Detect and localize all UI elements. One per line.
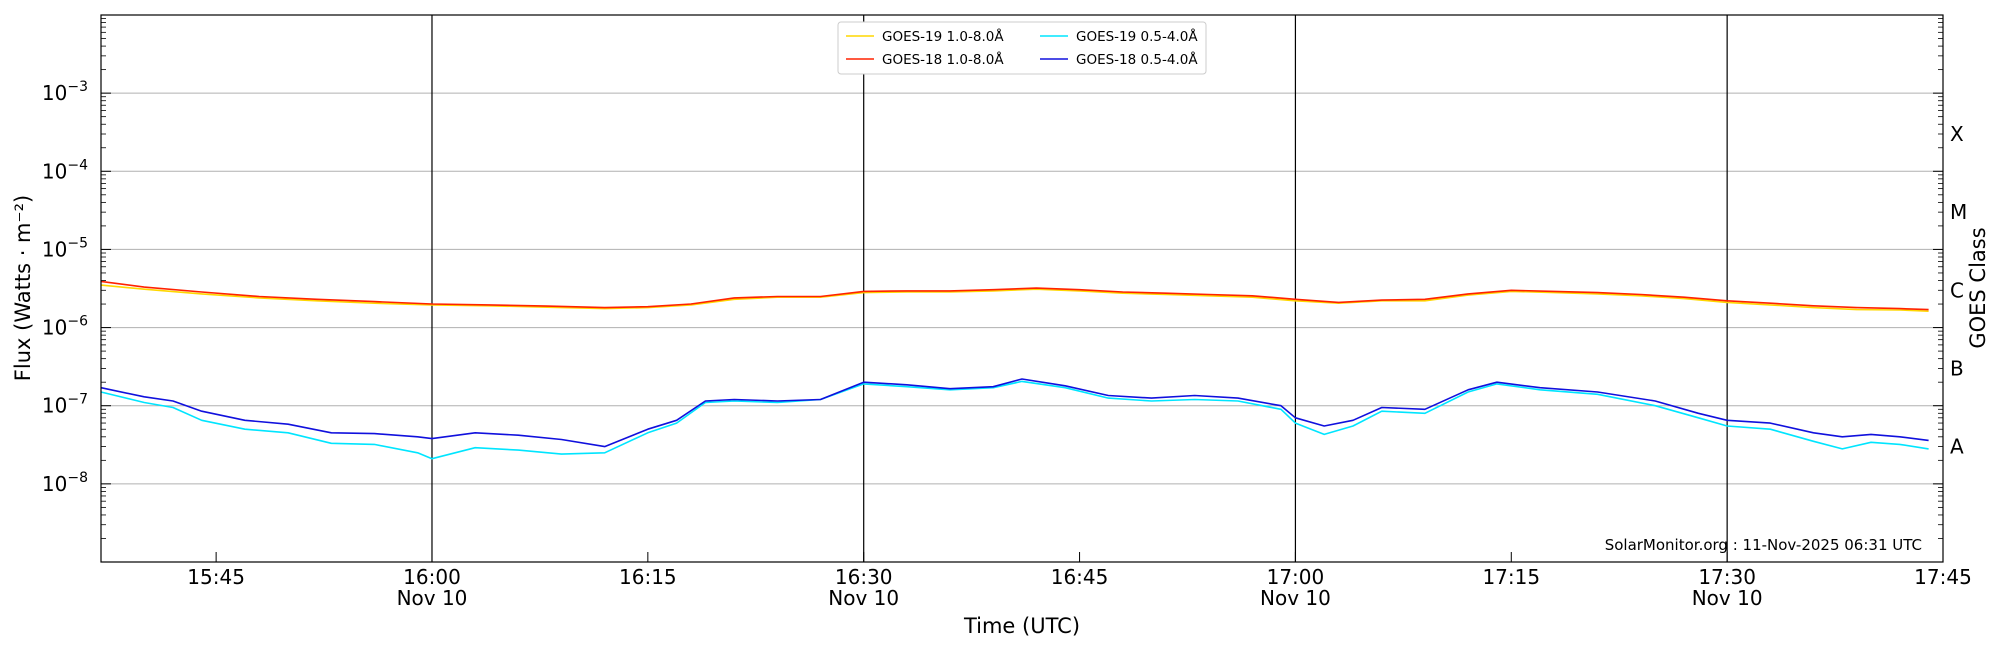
goes-class-label: X — [1950, 122, 1964, 146]
goes-class-label: C — [1950, 278, 1964, 302]
y-tick-label: 10−4 — [42, 157, 88, 183]
tick-layer — [101, 18, 1944, 562]
x-tick-label: 16:15 — [619, 565, 677, 589]
y-tick-label: 10−7 — [42, 392, 88, 418]
y2-axis-label: GOES Class — [1966, 227, 1990, 348]
legend-box — [837, 21, 1207, 75]
x-tick-date-label: Nov 10 — [1260, 586, 1331, 610]
y-tick-label: 10−6 — [42, 314, 88, 340]
x-tick-label: 17:15 — [1482, 565, 1540, 589]
series-line — [100, 380, 1929, 460]
series-line — [100, 284, 1929, 312]
goes-class-label: M — [1950, 200, 1967, 224]
x-tick-label: 17:00 — [1267, 565, 1325, 589]
x-tick-date-label: Nov 10 — [1692, 586, 1763, 610]
series-line — [100, 378, 1929, 448]
series-layer — [100, 280, 1929, 460]
legend: GOES-19 1.0-8.0Å GOES-18 1.0-8.0Å GOES-19 … — [837, 21, 1207, 75]
x-tick-label: 17:30 — [1698, 565, 1756, 589]
x-axis-label: Time (UTC) — [963, 614, 1080, 638]
x-tick-label: 17:45 — [1914, 565, 1972, 589]
legend-label: GOES-18 0.5-4.0Å — [1076, 51, 1198, 68]
x-tick-label: 16:30 — [835, 565, 893, 589]
legend-label: GOES-18 1.0-8.0Å — [882, 51, 1004, 68]
series-line — [100, 280, 1929, 311]
x-tick-label: 16:45 — [1051, 565, 1109, 589]
y-tick-label: 10−8 — [42, 470, 88, 496]
legend-label: GOES-19 1.0-8.0Å — [882, 28, 1004, 45]
y-tick-label: 10−3 — [42, 79, 88, 105]
goes-class-label: A — [1950, 435, 1964, 459]
goes-class-label: B — [1950, 356, 1964, 380]
grid-layer — [101, 92, 1943, 485]
x-tick-label: 15:45 — [187, 565, 245, 589]
x-tick-date-label: Nov 10 — [397, 586, 468, 610]
plot-frame — [100, 14, 1944, 563]
x-tick-date-label: Nov 10 — [828, 586, 899, 610]
y-axis-label: Flux (Watts · m⁻²) — [11, 195, 35, 381]
x-tick-label: 16:00 — [403, 565, 461, 589]
legend-label: GOES-19 0.5-4.0Å — [1076, 28, 1198, 45]
credit-text: SolarMonitor.org : 11-Nov-2025 06:31 UTC — [1605, 536, 1922, 554]
y-tick-label: 10−5 — [42, 235, 88, 261]
vertical-line-layer — [431, 15, 1728, 562]
